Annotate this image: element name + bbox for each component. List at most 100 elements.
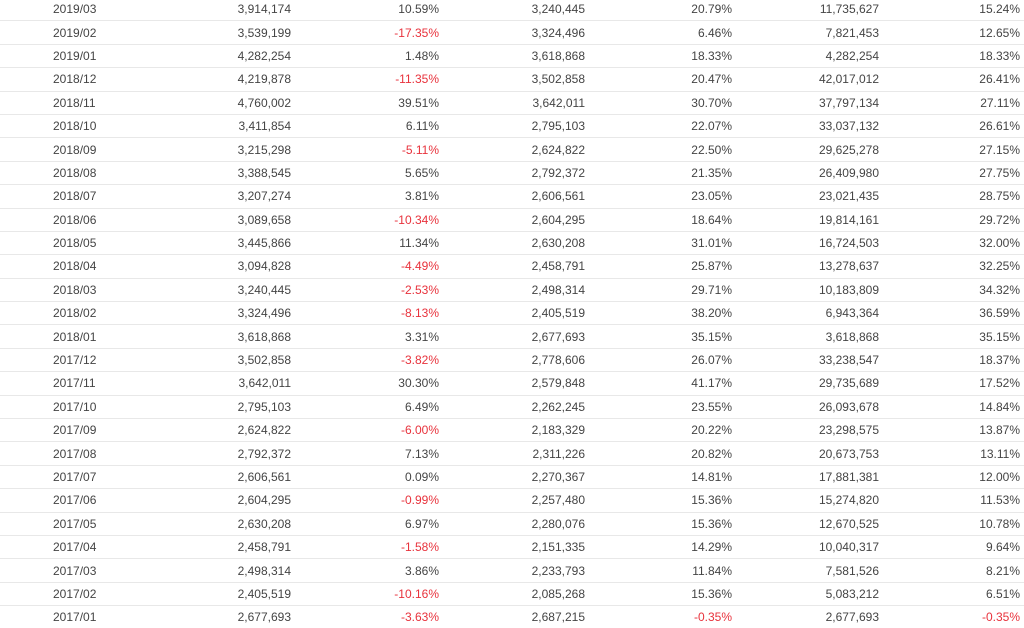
value-b-cell: 3,618,868: [443, 44, 589, 69]
change-b-cell: 29.71%: [589, 278, 736, 303]
value-b-cell: 2,498,314: [443, 278, 589, 303]
change-a-cell: -10.34%: [295, 208, 443, 232]
cumulative-change-cell: 32.00%: [883, 231, 1024, 256]
month-cell: 2018/08: [0, 161, 130, 186]
value-a-cell: 3,094,828: [130, 254, 295, 279]
value-a-cell: 3,642,011: [130, 371, 295, 396]
cumulative-cell: 13,278,637: [736, 254, 883, 279]
cumulative-cell: 3,618,868: [736, 324, 883, 349]
change-b-cell: 35.15%: [589, 324, 736, 349]
value-b-cell: 2,280,076: [443, 512, 589, 536]
cumulative-change-cell: 26.41%: [883, 67, 1024, 92]
change-a-cell: 6.11%: [295, 114, 443, 139]
change-a-cell: -1.58%: [295, 535, 443, 560]
change-a-cell: -11.35%: [295, 67, 443, 92]
cumulative-change-cell: 13.11%: [883, 441, 1024, 466]
cumulative-cell: 5,083,212: [736, 582, 883, 607]
change-b-cell: 22.50%: [589, 137, 736, 162]
table-row: 2017/09 2,624,822 -6.00% 2,183,329 20.22% 23,…: [0, 418, 1024, 443]
cumulative-cell: 4,282,254: [736, 44, 883, 69]
cumulative-change-cell: 27.15%: [883, 137, 1024, 162]
cumulative-cell: 12,670,525: [736, 512, 883, 536]
cumulative-change-cell: 14.84%: [883, 395, 1024, 420]
change-b-cell: 6.46%: [589, 20, 736, 45]
value-a-cell: 3,445,866: [130, 231, 295, 256]
value-b-cell: 2,606,561: [443, 184, 589, 209]
table-row: 2018/02 3,324,496 -8.13% 2,405,519 38.20% 6,9…: [0, 301, 1024, 326]
month-cell: 2018/11: [0, 91, 130, 115]
cumulative-cell: 11,735,627: [736, 0, 883, 22]
cumulative-change-cell: 13.87%: [883, 418, 1024, 443]
month-cell: 2018/07: [0, 184, 130, 209]
table-row: 2018/05 3,445,866 11.34% 2,630,208 31.01% 16,…: [0, 231, 1024, 256]
cumulative-change-cell: 11.53%: [883, 488, 1024, 513]
value-a-cell: 2,458,791: [130, 535, 295, 560]
cumulative-change-cell: 18.37%: [883, 348, 1024, 373]
month-cell: 2017/12: [0, 348, 130, 373]
change-b-cell: 23.05%: [589, 184, 736, 209]
cumulative-cell: 15,274,820: [736, 488, 883, 513]
change-b-cell: 18.64%: [589, 208, 736, 232]
value-a-cell: 3,914,174: [130, 0, 295, 22]
table-row: 2017/12 3,502,858 -3.82% 2,778,606 26.07% 33,…: [0, 348, 1024, 373]
value-a-cell: 4,219,878: [130, 67, 295, 92]
change-b-cell: 26.07%: [589, 348, 736, 373]
change-a-cell: -4.49%: [295, 254, 443, 279]
table-row: 2018/08 3,388,545 5.65% 2,792,372 21.35% 26,4…: [0, 161, 1024, 186]
cumulative-change-cell: 29.72%: [883, 208, 1024, 232]
table-row: 2019/02 3,539,199 -17.35% 3,324,496 6.46% 7,8…: [0, 20, 1024, 45]
month-cell: 2018/10: [0, 114, 130, 139]
value-a-cell: 3,089,658: [130, 208, 295, 232]
value-b-cell: 2,085,268: [443, 582, 589, 607]
value-a-cell: 2,498,314: [130, 558, 295, 583]
value-a-cell: 3,240,445: [130, 278, 295, 303]
value-b-cell: 2,630,208: [443, 231, 589, 256]
change-a-cell: -10.16%: [295, 582, 443, 607]
cumulative-change-cell: 8.21%: [883, 558, 1024, 583]
value-b-cell: 2,604,295: [443, 208, 589, 232]
value-b-cell: 3,502,858: [443, 67, 589, 92]
value-a-cell: 2,677,693: [130, 605, 295, 628]
cumulative-cell: 26,409,980: [736, 161, 883, 186]
change-b-cell: 20.79%: [589, 0, 736, 22]
change-a-cell: 5.65%: [295, 161, 443, 186]
change-b-cell: 11.84%: [589, 558, 736, 583]
value-a-cell: 3,502,858: [130, 348, 295, 373]
month-cell: 2017/03: [0, 558, 130, 583]
cumulative-cell: 2,677,693: [736, 605, 883, 628]
value-a-cell: 2,792,372: [130, 441, 295, 466]
value-b-cell: 2,233,793: [443, 558, 589, 583]
cumulative-cell: 23,298,575: [736, 418, 883, 443]
cumulative-cell: 10,040,317: [736, 535, 883, 560]
change-a-cell: -0.99%: [295, 488, 443, 513]
change-b-cell: 23.55%: [589, 395, 736, 420]
table-row: 2019/01 4,282,254 1.48% 3,618,868 18.33% 4,28…: [0, 44, 1024, 69]
value-a-cell: 3,324,496: [130, 301, 295, 326]
month-cell: 2018/05: [0, 231, 130, 256]
value-b-cell: 2,151,335: [443, 535, 589, 560]
cumulative-cell: 17,881,381: [736, 465, 883, 490]
value-b-cell: 3,240,445: [443, 0, 589, 22]
change-b-cell: 41.17%: [589, 371, 736, 396]
value-b-cell: 2,624,822: [443, 137, 589, 162]
table-row: 2017/03 2,498,314 3.86% 2,233,793 11.84% 7,58…: [0, 558, 1024, 583]
value-a-cell: 2,630,208: [130, 512, 295, 536]
change-b-cell: 15.36%: [589, 488, 736, 513]
month-cell: 2017/07: [0, 465, 130, 490]
value-a-cell: 3,388,545: [130, 161, 295, 186]
cumulative-cell: 6,943,364: [736, 301, 883, 326]
table-row: 2018/07 3,207,274 3.81% 2,606,561 23.05% 23,0…: [0, 184, 1024, 209]
change-a-cell: 30.30%: [295, 371, 443, 396]
value-b-cell: 2,677,693: [443, 324, 589, 349]
change-a-cell: 3.86%: [295, 558, 443, 583]
change-b-cell: 15.36%: [589, 582, 736, 607]
table-row: 2019/03 3,914,174 10.59% 3,240,445 20.79% 11,…: [0, 0, 1024, 22]
change-a-cell: -3.82%: [295, 348, 443, 373]
value-b-cell: 3,324,496: [443, 20, 589, 45]
change-b-cell: 22.07%: [589, 114, 736, 139]
change-b-cell: 18.33%: [589, 44, 736, 69]
month-cell: 2018/06: [0, 208, 130, 232]
change-a-cell: 0.09%: [295, 465, 443, 490]
month-cell: 2017/05: [0, 512, 130, 536]
